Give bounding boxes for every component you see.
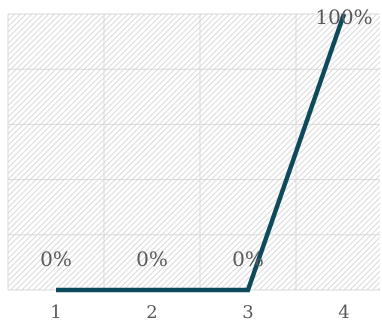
x-tick-label-2: 2 <box>146 302 157 323</box>
data-label-1: 0% <box>40 247 72 271</box>
plot-area <box>8 14 380 290</box>
series-line <box>55 13 347 293</box>
x-tick-label-3: 3 <box>242 302 253 323</box>
data-label-2: 0% <box>136 247 168 271</box>
data-labels: 0% 0% 0% 100% <box>40 5 372 271</box>
data-label-3: 0% <box>232 247 264 271</box>
data-label-4: 100% <box>315 5 372 29</box>
x-tick-label-4: 4 <box>338 302 349 323</box>
x-tick-label-1: 1 <box>50 302 61 323</box>
series-line-path <box>56 13 347 293</box>
x-axis-tick-labels: 1 2 3 4 <box>50 302 349 323</box>
